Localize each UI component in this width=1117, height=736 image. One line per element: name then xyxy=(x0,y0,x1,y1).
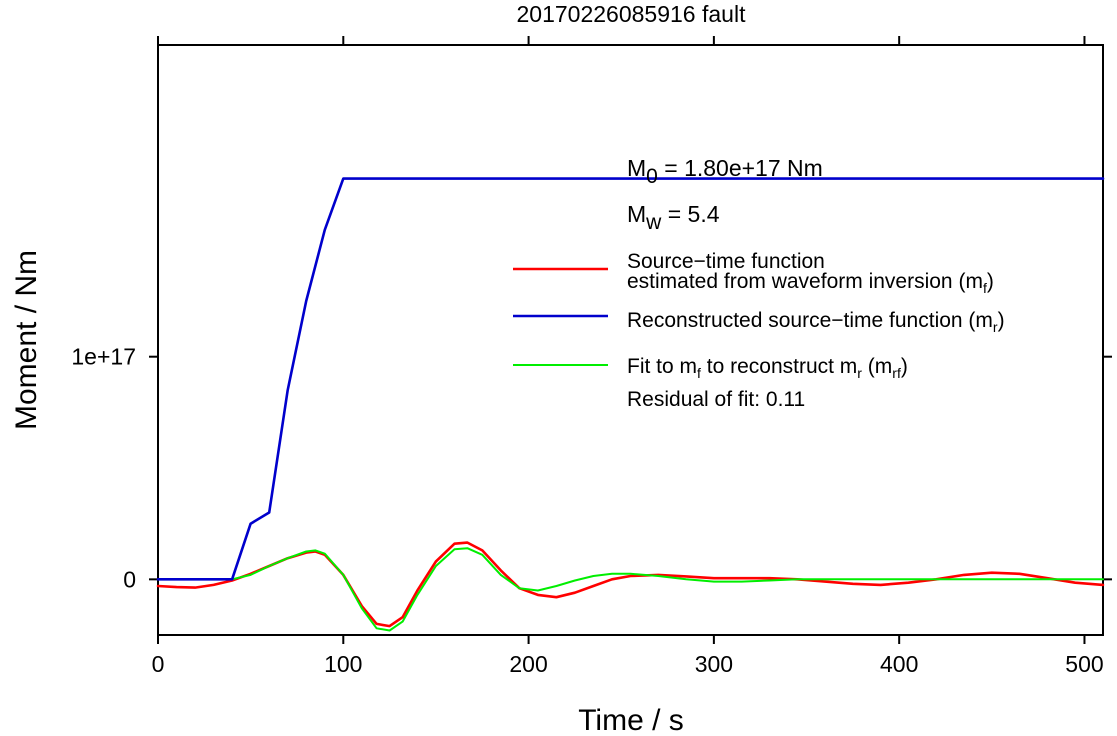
series-mr-line xyxy=(156,177,1105,581)
y-tick-label: 1e+17 xyxy=(71,344,136,370)
x-tick-label: 0 xyxy=(152,651,165,677)
residual-annotation: Residual of fit: 0.11 xyxy=(627,388,805,411)
plot-frame xyxy=(157,44,1104,636)
axis-ticks: 0 100 200 300 400 500 0 1e+17 xyxy=(71,36,1112,677)
x-axis-title: Time / s xyxy=(578,704,684,736)
x-tick-label: 100 xyxy=(324,651,362,677)
legend: Source−time function estimated from wave… xyxy=(513,250,1005,411)
legend-label-mf-line2: estimated from waveform inversion (mf) xyxy=(627,270,994,296)
m0-annotation: M0 = 1.80e+17 Nm xyxy=(627,155,823,188)
series-layer xyxy=(156,177,1105,632)
series-mf-line xyxy=(156,541,1105,628)
x-tick-label: 300 xyxy=(695,651,733,677)
x-tick-label: 400 xyxy=(880,651,918,677)
mw-annotation: Mw = 5.4 xyxy=(627,201,720,234)
x-tick-label: 200 xyxy=(509,651,547,677)
legend-label-mrf: Fit to mf to reconstruct mr (mrf) xyxy=(627,355,908,381)
legend-label-mr: Reconstructed source−time function (mr) xyxy=(627,309,1005,335)
chart-title: 20170226085916 fault xyxy=(517,1,747,27)
series-mrf-line xyxy=(157,547,1104,632)
x-tick-label: 500 xyxy=(1065,651,1103,677)
y-tick-label: 0 xyxy=(123,566,136,592)
legend-label-mf-line1: Source−time function xyxy=(627,250,825,273)
y-axis-title: Moment / Nm xyxy=(10,250,43,430)
